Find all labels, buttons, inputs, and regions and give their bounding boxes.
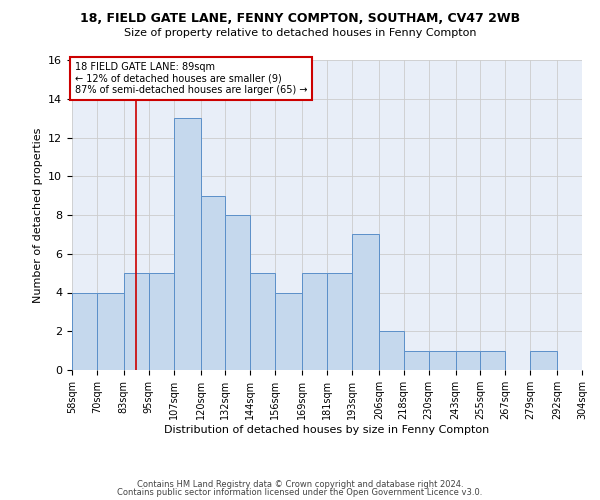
Bar bbox=[124, 273, 149, 370]
Bar bbox=[379, 331, 404, 370]
Bar bbox=[302, 273, 327, 370]
Bar bbox=[530, 350, 557, 370]
Text: 18 FIELD GATE LANE: 89sqm
← 12% of detached houses are smaller (9)
87% of semi-d: 18 FIELD GATE LANE: 89sqm ← 12% of detac… bbox=[74, 62, 307, 95]
Bar bbox=[327, 273, 352, 370]
Text: Contains HM Land Registry data © Crown copyright and database right 2024.: Contains HM Land Registry data © Crown c… bbox=[137, 480, 463, 489]
Bar bbox=[250, 273, 275, 370]
Bar bbox=[173, 118, 200, 370]
Bar bbox=[455, 350, 481, 370]
Bar bbox=[352, 234, 379, 370]
Text: 18, FIELD GATE LANE, FENNY COMPTON, SOUTHAM, CV47 2WB: 18, FIELD GATE LANE, FENNY COMPTON, SOUT… bbox=[80, 12, 520, 26]
Y-axis label: Number of detached properties: Number of detached properties bbox=[32, 128, 43, 302]
Bar bbox=[200, 196, 226, 370]
Text: Contains public sector information licensed under the Open Government Licence v3: Contains public sector information licen… bbox=[118, 488, 482, 497]
Bar bbox=[428, 350, 455, 370]
Bar bbox=[226, 215, 250, 370]
X-axis label: Distribution of detached houses by size in Fenny Compton: Distribution of detached houses by size … bbox=[164, 425, 490, 435]
Text: Size of property relative to detached houses in Fenny Compton: Size of property relative to detached ho… bbox=[124, 28, 476, 38]
Bar bbox=[275, 292, 302, 370]
Bar bbox=[404, 350, 428, 370]
Bar bbox=[72, 292, 97, 370]
Bar bbox=[97, 292, 124, 370]
Bar bbox=[481, 350, 505, 370]
Bar bbox=[149, 273, 173, 370]
